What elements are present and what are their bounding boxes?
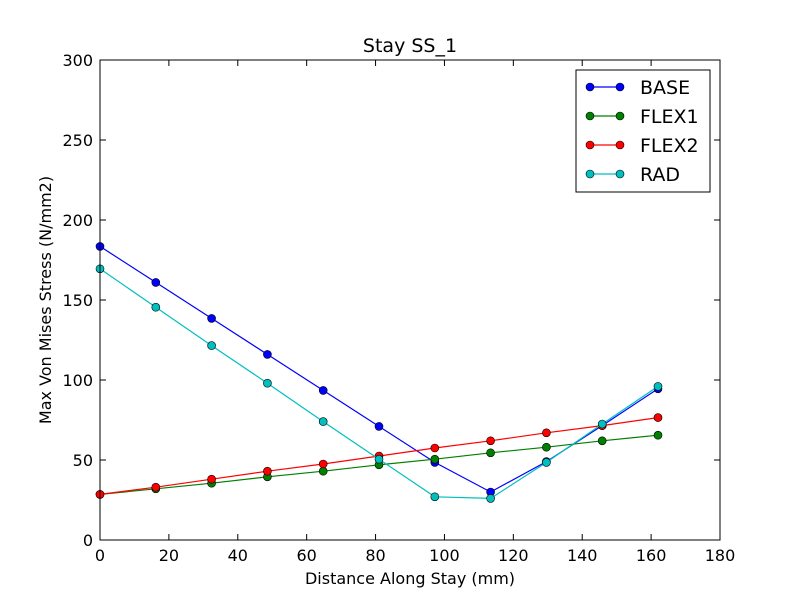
data-point-flex2 xyxy=(263,466,272,476)
y-tick-label: 300 xyxy=(62,51,93,70)
x-tick-label: 60 xyxy=(296,546,316,565)
data-point-rad xyxy=(486,494,495,503)
series-rad xyxy=(95,264,663,503)
data-point-flex2 xyxy=(542,428,551,438)
data-point-rad xyxy=(318,417,328,426)
legend-label: FLEX2 xyxy=(640,135,699,157)
legend-label: FLEX1 xyxy=(640,106,699,128)
data-point-flex1 xyxy=(430,454,440,464)
data-point-rad xyxy=(430,492,440,502)
data-point-flex1 xyxy=(597,436,607,446)
data-point-flex2 xyxy=(430,443,440,453)
data-point-flex1 xyxy=(653,430,663,440)
data-point-rad xyxy=(597,419,607,429)
y-axis: 0 50 100 150 200 250 300 xyxy=(62,51,720,550)
data-point-rad xyxy=(653,382,663,391)
data-point-rad xyxy=(263,378,272,388)
legend-item-flex2: FLEX2 xyxy=(585,135,699,157)
legend: BASE FLEX1 FLEX2 RAD xyxy=(575,69,711,193)
legend-item-base: BASE xyxy=(585,77,690,99)
y-tick-label: 0 xyxy=(83,531,93,550)
legend-marker xyxy=(615,82,625,92)
data-point-base xyxy=(374,422,384,431)
legend-label: BASE xyxy=(640,77,690,99)
legend-marker xyxy=(585,111,595,121)
legend-marker xyxy=(615,140,625,150)
data-point-flex2 xyxy=(151,482,161,492)
data-point-flex2 xyxy=(207,474,216,484)
x-axis: 0 20 40 60 80 100 120 140 160 180 xyxy=(95,60,735,565)
data-point-base xyxy=(207,314,216,323)
data-point-flex1 xyxy=(486,448,495,458)
x-tick-label: 180 xyxy=(705,546,736,565)
data-point-flex1 xyxy=(542,442,551,452)
data-point-flex1 xyxy=(318,466,328,476)
legend-marker xyxy=(585,82,595,92)
legend-marker xyxy=(585,140,595,150)
x-tick-label: 80 xyxy=(365,546,385,565)
x-tick-label: 40 xyxy=(228,546,248,565)
data-point-flex2 xyxy=(318,459,328,469)
data-point-flex2 xyxy=(653,413,663,422)
y-tick-label: 250 xyxy=(62,131,93,150)
data-point-flex2 xyxy=(486,436,495,446)
legend-item-flex1: FLEX1 xyxy=(585,106,699,128)
legend-label: RAD xyxy=(640,164,680,186)
data-point-rad xyxy=(151,302,161,312)
x-tick-label: 120 xyxy=(498,546,529,565)
y-axis-label: Max Von Mises Stress (N/mm2) xyxy=(36,176,55,424)
y-tick-label: 150 xyxy=(62,291,93,310)
data-point-base xyxy=(318,386,328,395)
x-tick-label: 20 xyxy=(159,546,179,565)
x-tick-label: 100 xyxy=(429,546,460,565)
legend-marker xyxy=(615,169,625,179)
plot-area xyxy=(95,242,663,503)
data-point-rad xyxy=(542,458,551,467)
x-axis-label: Distance Along Stay (mm) xyxy=(305,569,515,588)
legend-item-rad: RAD xyxy=(585,164,680,186)
legend-marker xyxy=(615,111,625,121)
chart-title: Stay SS_1 xyxy=(363,35,457,57)
y-tick-label: 200 xyxy=(62,211,93,230)
legend-box xyxy=(575,69,711,193)
legend-marker xyxy=(585,169,595,179)
x-tick-label: 160 xyxy=(636,546,667,565)
y-tick-label: 50 xyxy=(73,451,93,470)
data-point-base xyxy=(151,278,161,287)
data-point-rad xyxy=(374,454,384,464)
data-point-base xyxy=(263,350,272,359)
y-tick-label: 100 xyxy=(62,371,93,390)
data-point-rad xyxy=(207,341,216,350)
x-tick-label: 0 xyxy=(95,546,105,565)
x-tick-label: 140 xyxy=(567,546,598,565)
